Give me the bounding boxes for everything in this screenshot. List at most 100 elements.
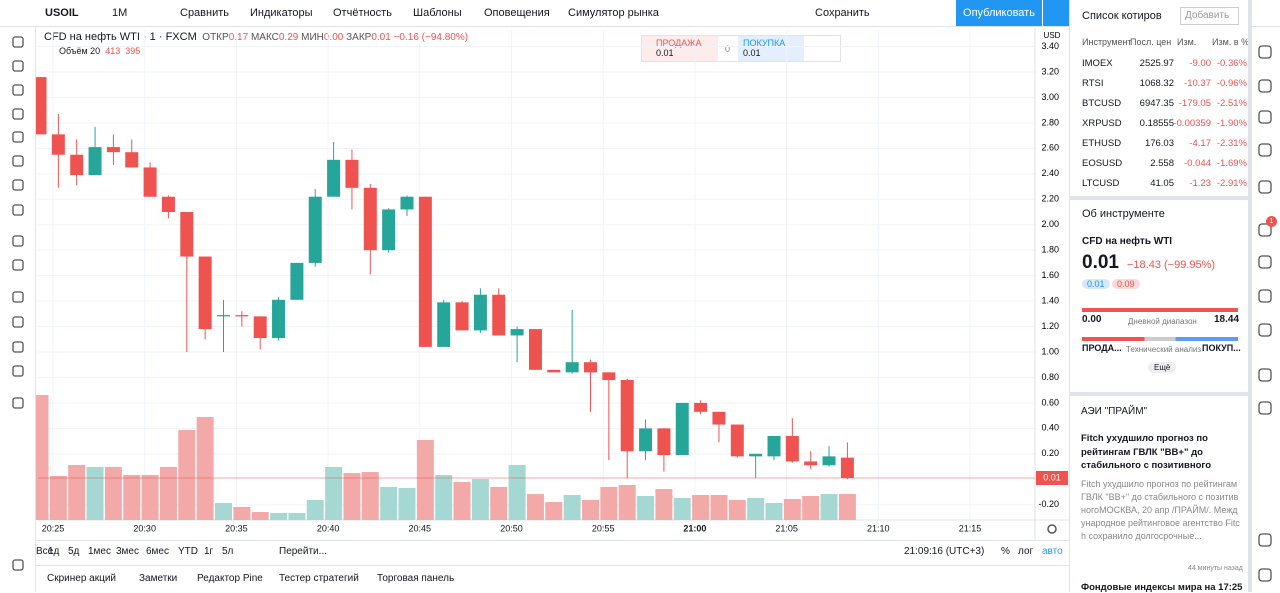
range-button[interactable]: 1д bbox=[48, 546, 60, 557]
tool-icon[interactable] bbox=[9, 81, 27, 99]
icon-shape bbox=[12, 291, 24, 303]
symbol[interactable]: XRPUSD bbox=[1082, 118, 1122, 129]
range-button[interactable]: YTD bbox=[178, 546, 198, 557]
range-button[interactable]: Все bbox=[36, 546, 54, 557]
panel-icon[interactable] bbox=[1256, 141, 1274, 159]
icon-shape bbox=[12, 179, 24, 191]
more-button[interactable]: Ещё bbox=[1148, 362, 1177, 373]
bottom-tab[interactable]: Редактор Pine bbox=[197, 573, 263, 584]
news-source[interactable]: АЭИ "ПРАЙМ" bbox=[1081, 406, 1148, 417]
candle-body bbox=[657, 428, 671, 456]
symbol[interactable]: ETHUSD bbox=[1082, 138, 1122, 149]
alerts[interactable]: Оповещения bbox=[484, 7, 550, 19]
panel-icon[interactable] bbox=[1256, 43, 1274, 61]
tool-icon[interactable] bbox=[9, 201, 27, 219]
tool-icon[interactable] bbox=[9, 57, 27, 75]
panel-icon[interactable] bbox=[1256, 321, 1274, 339]
symbol[interactable]: RTSI bbox=[1082, 78, 1104, 89]
volume-bar bbox=[306, 500, 324, 520]
symbol[interactable]: LTCUSD bbox=[1082, 178, 1120, 189]
ta-buy: ПОКУП... bbox=[1202, 343, 1241, 353]
range-button[interactable]: 1мес bbox=[88, 546, 111, 557]
symbol[interactable]: USOIL bbox=[45, 7, 79, 19]
range-low: 0.00 bbox=[1082, 314, 1102, 325]
x-tick-label: 20:30 bbox=[133, 523, 156, 533]
indicators[interactable]: Индикаторы bbox=[250, 7, 313, 19]
publish-arrow[interactable] bbox=[1043, 0, 1069, 26]
symbol[interactable]: IMOEX bbox=[1082, 58, 1113, 69]
change: -179.05 bbox=[1178, 98, 1211, 109]
panel-icon[interactable] bbox=[1256, 399, 1274, 417]
volume-bar bbox=[728, 500, 746, 520]
icon-shape bbox=[12, 60, 24, 72]
replay[interactable]: Симулятор рынка bbox=[568, 7, 659, 19]
tool-icon[interactable] bbox=[9, 105, 27, 123]
news-next[interactable]: Фондовые индексы мира на 17:25 bbox=[1081, 582, 1243, 593]
icon-shape bbox=[1258, 45, 1272, 59]
panel-icon[interactable] bbox=[1256, 531, 1274, 549]
volume-bar bbox=[820, 494, 838, 520]
bottom-tab[interactable]: Торговая панель bbox=[377, 573, 455, 584]
last-price-box bbox=[1036, 471, 1068, 485]
panel-icon[interactable] bbox=[1256, 566, 1274, 584]
buy-price: 0.01 bbox=[743, 48, 761, 58]
divider bbox=[1070, 392, 1248, 396]
candle-body bbox=[565, 362, 579, 373]
panel-icon[interactable] bbox=[1256, 108, 1274, 126]
add-button[interactable]: Добавить bbox=[1180, 7, 1239, 25]
tool-icon[interactable] bbox=[9, 556, 27, 574]
tool-icon[interactable] bbox=[9, 256, 27, 274]
range-button[interactable]: 3мес bbox=[116, 546, 139, 557]
financials[interactable]: Отчётность bbox=[333, 7, 392, 19]
volume-bar bbox=[747, 497, 765, 520]
tool-icon[interactable] bbox=[9, 338, 27, 356]
range-button[interactable]: 5д bbox=[68, 546, 80, 557]
candle-body bbox=[180, 212, 194, 257]
icon-shape bbox=[12, 155, 24, 167]
volume-bar bbox=[655, 489, 673, 520]
buy-box[interactable]: ПОКУПКА 0.01 bbox=[738, 36, 804, 61]
tool-icon[interactable] bbox=[9, 288, 27, 306]
tool-icon[interactable] bbox=[9, 394, 27, 412]
interval[interactable]: 1М bbox=[112, 7, 128, 19]
y-tick-label: 2.00 bbox=[1041, 219, 1059, 229]
watchlist-title[interactable]: Список котиров bbox=[1082, 10, 1162, 22]
tool-icon[interactable] bbox=[9, 232, 27, 250]
bottom-tab[interactable]: Тестер стратегий bbox=[279, 573, 359, 584]
column-header: Инструмент bbox=[1082, 37, 1132, 47]
templates[interactable]: Шаблоны bbox=[413, 7, 462, 19]
tool-icon[interactable] bbox=[9, 313, 27, 331]
candle-body bbox=[327, 159, 341, 197]
panel-icon[interactable] bbox=[1256, 178, 1274, 196]
goto-button[interactable]: Перейти... bbox=[279, 546, 327, 557]
compare[interactable]: Сравнить bbox=[180, 7, 230, 19]
percent-button[interactable]: % bbox=[1001, 546, 1010, 557]
panel-icon[interactable] bbox=[1256, 287, 1274, 305]
symbol[interactable]: BTCUSD bbox=[1082, 98, 1122, 109]
symbol[interactable]: EOSUSD bbox=[1082, 158, 1123, 169]
candle-body bbox=[712, 411, 726, 425]
save[interactable]: Сохранить bbox=[815, 7, 870, 19]
panel-icon[interactable] bbox=[1256, 77, 1274, 95]
tool-icon[interactable] bbox=[9, 152, 27, 170]
volume-bar bbox=[673, 497, 691, 520]
tool-icon[interactable] bbox=[9, 362, 27, 380]
auto-button[interactable]: авто bbox=[1042, 546, 1063, 557]
range-button[interactable]: 1г bbox=[204, 546, 214, 557]
publish-button[interactable]: Опубликовать bbox=[956, 0, 1042, 26]
bottom-tab[interactable]: Скринер акций bbox=[47, 573, 117, 584]
range-button[interactable]: 5л bbox=[222, 546, 234, 557]
y-tick-label: -0.20 bbox=[1038, 499, 1059, 509]
log-button[interactable]: лог bbox=[1018, 546, 1034, 557]
panel-icon[interactable] bbox=[1256, 366, 1274, 384]
panel-icon[interactable] bbox=[1256, 253, 1274, 271]
bottom-tab[interactable]: Заметки bbox=[139, 573, 178, 584]
tool-icon[interactable] bbox=[9, 128, 27, 146]
sell-box[interactable]: ПРОДАЖА 0.01 bbox=[642, 36, 718, 61]
range-button[interactable]: 6мес bbox=[146, 546, 169, 557]
panel-icon[interactable] bbox=[1256, 221, 1274, 239]
tool-icon[interactable] bbox=[9, 33, 27, 51]
news-headline[interactable]: Fitch ухудшило прогноз по рейтингам ГВЛК… bbox=[1081, 433, 1212, 471]
candle-body bbox=[400, 196, 414, 210]
tool-icon[interactable] bbox=[9, 176, 27, 194]
